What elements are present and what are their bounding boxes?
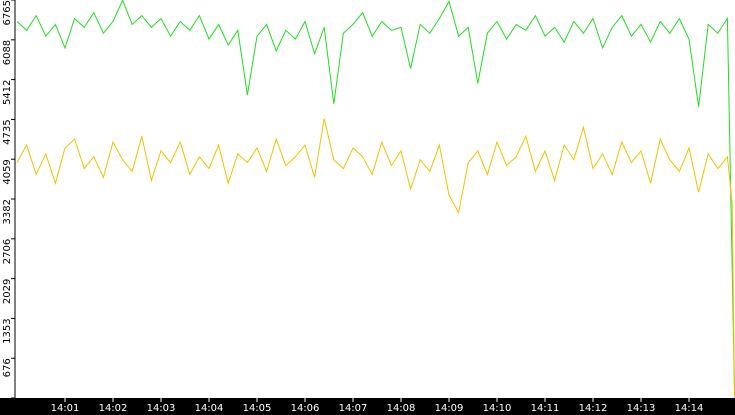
x-tick-label: 14:13	[627, 403, 656, 414]
y-tick-label: 0	[2, 398, 13, 404]
x-tick-label: 14:02	[99, 403, 128, 414]
y-tick-label: 3382	[2, 199, 13, 224]
x-tick-label: 14:12	[579, 403, 608, 414]
x-tick-label: 14:08	[387, 403, 416, 414]
y-tick-label: 5412	[2, 80, 13, 105]
x-tick-label: 14:14	[675, 403, 704, 414]
y-tick-label: 2029	[2, 279, 13, 304]
x-axis-bar	[0, 398, 735, 415]
x-tick-label: 14:06	[291, 403, 320, 414]
x-tick-label: 14:10	[483, 403, 512, 414]
series-line	[16, 118, 735, 398]
y-tick-label: 4059	[2, 159, 13, 184]
x-tick-label: 14:05	[243, 403, 272, 414]
y-tick-label: 6765	[2, 0, 13, 25]
y-tick-label: 2706	[2, 239, 13, 264]
x-tick-label: 14:03	[147, 403, 176, 414]
x-tick-label: 14:04	[195, 403, 224, 414]
y-tick-label: 1353	[2, 318, 13, 343]
series-line	[16, 0, 735, 398]
x-tick-label: 14:01	[51, 403, 80, 414]
x-tick-label: 14:07	[339, 403, 368, 414]
y-tick-label: 4735	[2, 119, 13, 144]
x-tick-label: 14:11	[531, 403, 560, 414]
y-tick-label: 676	[2, 358, 13, 377]
x-tick-label: 14:09	[435, 403, 464, 414]
y-tick-label: 6088	[2, 40, 13, 65]
